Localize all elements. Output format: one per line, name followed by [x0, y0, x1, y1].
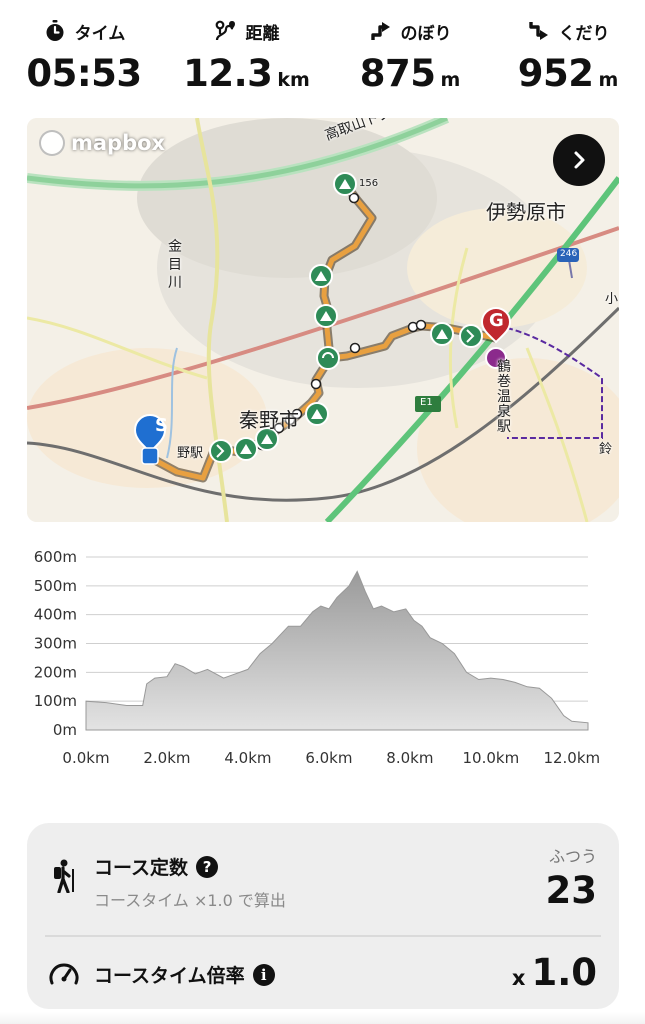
elevation-area [85, 570, 589, 731]
map-label-edge-right-top: 小 [605, 292, 619, 307]
y-tick-label: 300m [34, 635, 77, 653]
x-tick-label: 6.0km [305, 749, 352, 767]
map-label-route: 246 [560, 249, 578, 259]
route-map[interactable]: mapbox 高取山トンネル 伊勢原市 秦野市 野駅 鶴巻温泉駅 金目川 E1 … [27, 118, 619, 522]
start-pin [133, 414, 167, 454]
course-time-ratio-prefix: x [511, 966, 526, 990]
map-label-road-number: 156 [359, 178, 379, 189]
speedometer-icon [49, 963, 79, 985]
x-tick-label: 8.0km [386, 749, 433, 767]
x-tick-label: 4.0km [224, 749, 271, 767]
stat-ascent: のぼり 875 m [345, 14, 475, 95]
arrow-up-right-icon [370, 22, 390, 40]
activity-stats: タイム 05:53 距離 12.3 km のぼり 875 m [0, 0, 645, 110]
map-label-city: 伊勢原市 [486, 200, 566, 224]
stat-descent-unit: m [598, 69, 619, 91]
arrow-down-right-icon [528, 22, 548, 40]
help-icon[interactable]: ? [196, 855, 219, 878]
stat-descent: くだり 952 m [503, 14, 633, 95]
x-tick-label: 12.0km [543, 749, 600, 767]
course-time-ratio-title: コースタイム倍率 [94, 965, 245, 987]
course-time-ratio-value-wrap: x 1.0 [512, 951, 597, 994]
stat-ascent-unit: m [440, 69, 461, 91]
station-marker [141, 447, 159, 465]
y-tick-label: 200m [34, 663, 77, 681]
stat-descent-label: くだり [558, 23, 610, 44]
map-canvas[interactable] [27, 118, 619, 522]
map-label-expressway: E1 [420, 397, 433, 408]
y-tick-label: 0m [53, 721, 77, 739]
stat-time-label: タイム [74, 23, 126, 44]
x-tick-label: 2.0km [143, 749, 190, 767]
x-tick-label: 10.0km [462, 749, 519, 767]
stat-distance-unit: km [277, 69, 310, 91]
mapbox-attribution: mapbox [71, 131, 166, 155]
course-difficulty-value: 23 [545, 869, 598, 912]
y-tick-label: 400m [34, 606, 77, 624]
stat-ascent-label: のぼり [400, 23, 452, 44]
chevron-right-icon [574, 151, 585, 169]
start-marker-label: S [155, 415, 168, 436]
mapbox-logo-icon [39, 130, 65, 156]
course-difficulty-row: コース定数 ? コースタイム ×1.0 で算出 ふつう 23 [27, 841, 619, 941]
onsen-marker [485, 347, 507, 369]
course-time-ratio-value: 1.0 [531, 951, 597, 994]
course-info-card: コース定数 ? コースタイム ×1.0 で算出 ふつう 23 コースタイム倍率 … [27, 823, 619, 1009]
course-time-ratio-row: コースタイム倍率 i x 1.0 [45, 935, 601, 1009]
stat-descent-value: 952 [517, 52, 594, 95]
stat-distance-label: 距離 [245, 23, 280, 44]
course-difficulty-level: ふつう [548, 847, 597, 866]
course-difficulty-subtitle: コースタイム ×1.0 で算出 [94, 891, 286, 910]
course-difficulty-title-wrap: コース定数 ? [94, 853, 219, 880]
x-tick-label: 0.0km [62, 749, 109, 767]
stat-time: タイム 05:53 [14, 14, 154, 95]
stat-time-value: 05:53 [26, 52, 142, 95]
course-time-ratio-title-wrap: コースタイム倍率 i [94, 961, 275, 988]
mapbox-logo[interactable]: mapbox [39, 130, 165, 156]
info-icon[interactable]: i [252, 963, 275, 986]
stopwatch-icon [46, 20, 64, 41]
hiker-icon [54, 859, 74, 893]
y-tick-label: 500m [34, 577, 77, 595]
elevation-chart[interactable]: 0m 100m 200m 300m 400m 500m 600m 0.0km 2.0km 4.0… [0, 540, 645, 780]
y-tick-label: 100m [34, 692, 77, 710]
map-label-edge-right-bottom: 鈴 [599, 442, 613, 457]
stat-ascent-value: 875 [359, 52, 436, 95]
map-label-town: 秦野市 [239, 408, 299, 432]
map-label-river: 金目川 [168, 239, 182, 291]
route-icon [215, 20, 235, 41]
stat-distance-value: 12.3 [183, 52, 273, 95]
stat-distance: 距離 12.3 km [174, 14, 319, 95]
elevation-chart-svg[interactable]: 0m 100m 200m 300m 400m 500m 600m 0.0km 2.0km 4.0… [0, 540, 645, 780]
goal-pin [480, 307, 512, 344]
goal-marker-label: G [489, 310, 504, 331]
course-difficulty-title: コース定数 [94, 857, 189, 879]
map-label-station-right: 鶴巻温泉駅 [497, 359, 511, 435]
bottom-edge [0, 1012, 645, 1024]
map-label-station-left: 野駅 [177, 446, 204, 461]
map-expand-button[interactable] [553, 134, 605, 186]
y-tick-label: 600m [34, 548, 77, 566]
